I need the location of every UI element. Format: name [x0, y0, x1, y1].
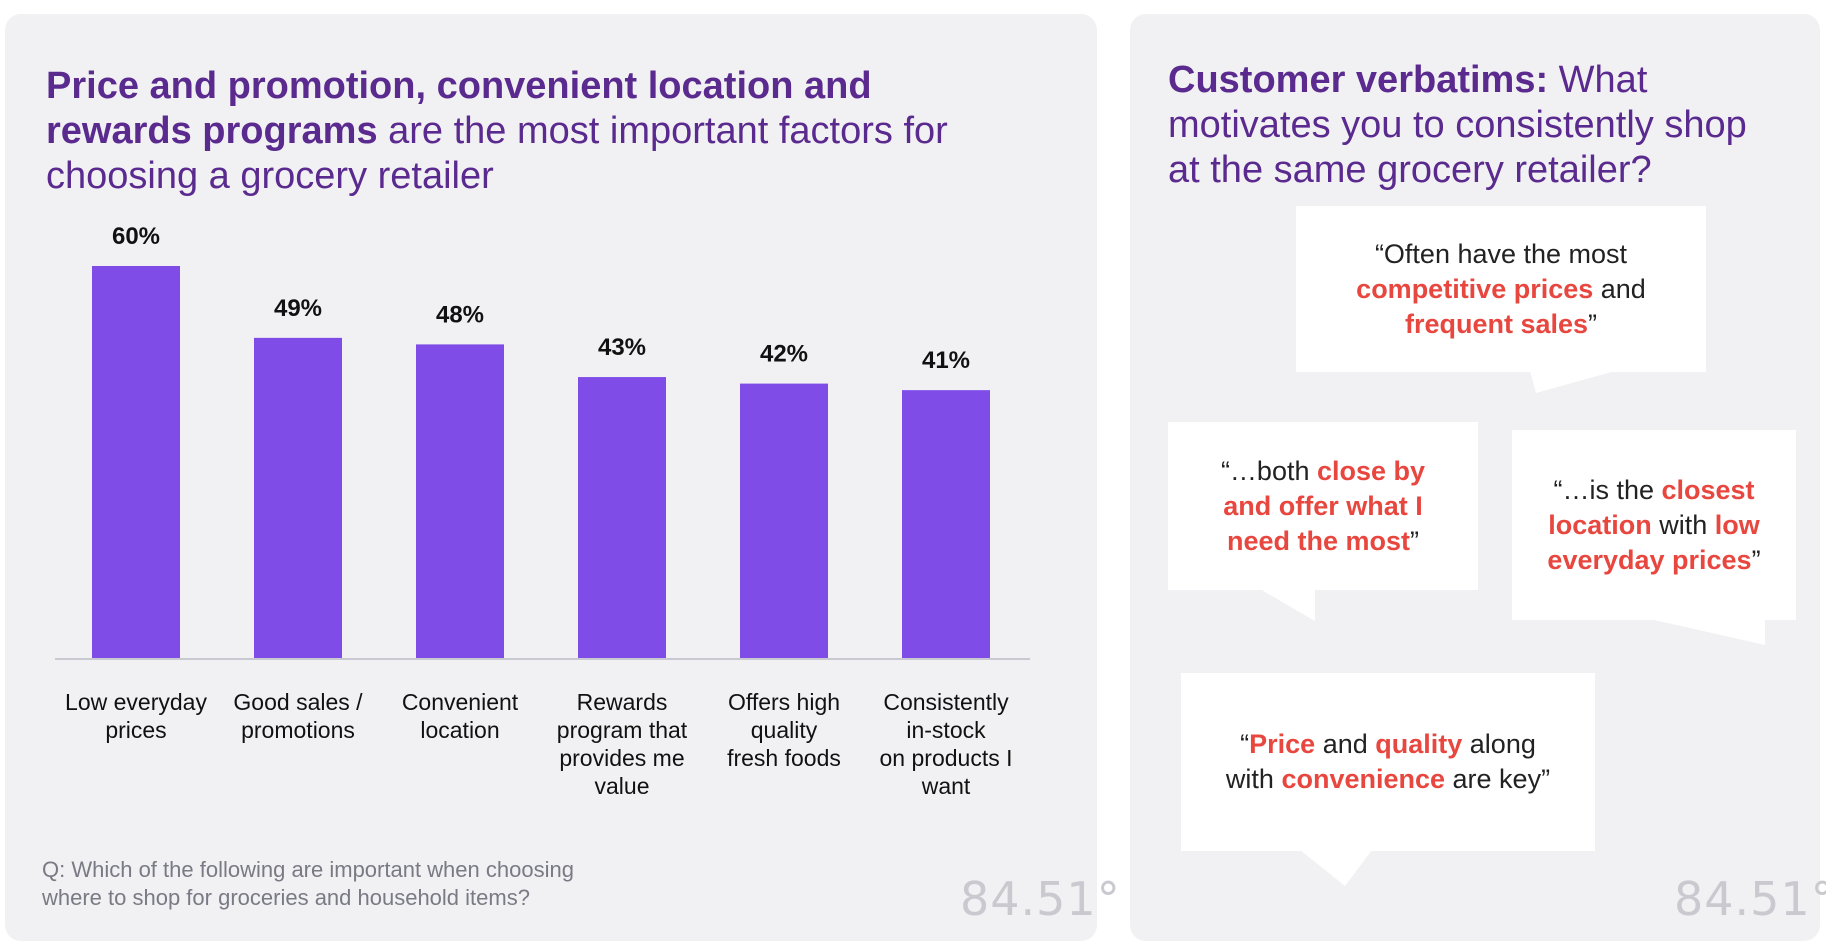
bar [254, 337, 342, 658]
brand-logo: 84.51° [960, 872, 1121, 926]
quote-bubble-tail [1530, 371, 1615, 393]
quote-text: “…is the closest location with low everyda… [1547, 473, 1760, 578]
quote-highlight: close by [1316, 455, 1426, 486]
quote-segment: ” [1410, 525, 1419, 556]
quote-segment: ” [1588, 308, 1598, 339]
bar-value-label: 60% [112, 223, 160, 250]
verbatims-title: Customer verbatims: What motivates you t… [1168, 59, 1747, 191]
quote-highlight: frequent sales [1404, 308, 1589, 339]
bar-value-label: 48% [436, 301, 484, 328]
chart-title: Price and promotion, convenient location… [46, 65, 948, 197]
bar [740, 383, 828, 658]
quote-segment: and [1593, 273, 1646, 304]
quote-highlight: everyday prices [1547, 544, 1752, 575]
quote-bubble: “…is the closest location with low everyda… [1512, 430, 1796, 620]
category-label: Convenient location [402, 689, 519, 743]
bar-value-label: 49% [274, 295, 322, 322]
quote-segment: with [1225, 764, 1282, 794]
quote-segment: are key” [1445, 764, 1551, 794]
quote-bubble-tail [1650, 619, 1765, 645]
bar [92, 266, 180, 658]
quote-highlight: competitive prices [1356, 273, 1594, 304]
brand-logo: 84.51° [1674, 872, 1826, 926]
survey-question: Q: Which of the following are important … [42, 857, 574, 910]
quote-bubble: “…both close by and offer what I need the … [1168, 422, 1478, 590]
quote-bubble: “Often have the most competitive prices a… [1296, 206, 1706, 372]
category-label: Good sales / promotions [233, 689, 363, 743]
quote-segment: “ [1240, 729, 1250, 759]
bar [902, 390, 990, 658]
quote-segment: and [1315, 729, 1376, 759]
quote-segment: “…both [1220, 455, 1317, 486]
quote-highlight: quality [1375, 729, 1463, 759]
bar-value-label: 42% [760, 341, 808, 368]
quote-highlight: closest [1661, 474, 1755, 505]
quote-segment: with [1651, 509, 1715, 540]
bar-value-label: 43% [598, 334, 646, 361]
category-label: Rewards program that provides me value [557, 689, 688, 799]
quote-text: “Often have the most competitive prices a… [1356, 237, 1646, 342]
quote-segment: along [1462, 729, 1536, 759]
verbatims-panel: Customer verbatims: What motivates you t… [1130, 14, 1826, 941]
quote-text: “Price and quality along with convenience… [1226, 727, 1550, 797]
quote-bubble: “Price and quality along with convenience… [1181, 673, 1595, 851]
quote-highlight: location [1548, 509, 1652, 540]
chart-panel: Price and promotion, convenient location… [5, 14, 1120, 941]
quote-bubble-tail [1300, 850, 1372, 886]
quote-highlight: need the most [1226, 525, 1410, 556]
category-label: Offers high quality fresh foods [727, 689, 841, 771]
quote-highlight: convenience [1281, 764, 1446, 794]
bar [416, 344, 504, 658]
quote-highlight: low [1714, 509, 1760, 540]
quote-text: “…both close by and offer what I need the … [1221, 454, 1425, 559]
bar-value-label: 41% [922, 347, 970, 374]
quote-segment: “Often have the most [1374, 238, 1628, 269]
category-label: Low everyday prices [65, 689, 207, 743]
quote-highlight: Price [1249, 729, 1316, 759]
bar-chart: 60% Low everyday prices 49% Good sales / prom… [55, 223, 1030, 799]
quote-highlight: and offer what I [1223, 490, 1423, 521]
quote-bubble-tail [1260, 589, 1315, 621]
bar [578, 377, 666, 658]
quote-segment: “…is the [1553, 474, 1662, 505]
quote-segment: ” [1751, 544, 1761, 575]
